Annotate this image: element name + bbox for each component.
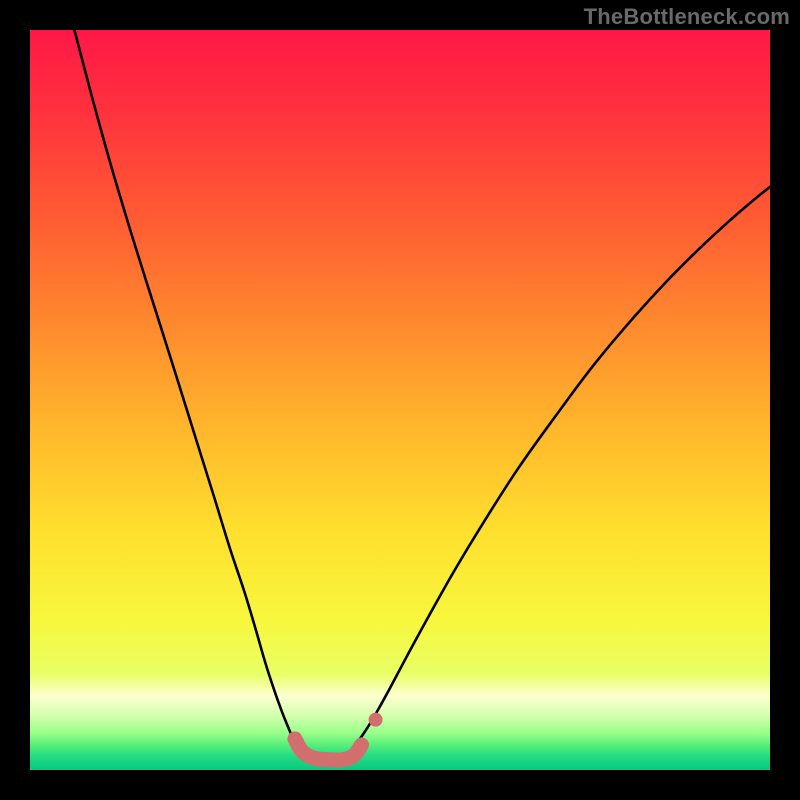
watermark-text: TheBottleneck.com: [584, 4, 790, 30]
valley-dot: [369, 713, 383, 727]
plot-background: [30, 30, 770, 770]
canvas: TheBottleneck.com: [0, 0, 800, 800]
chart-svg: [0, 0, 800, 800]
